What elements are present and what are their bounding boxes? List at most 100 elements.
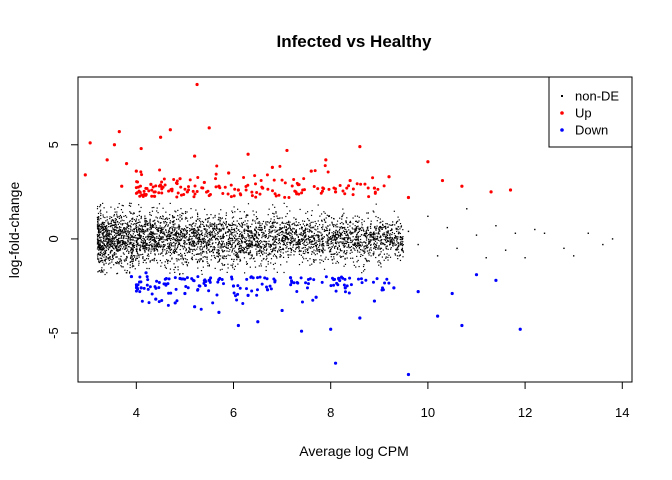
point-up [371, 176, 375, 180]
point-non-de [131, 220, 133, 223]
point-non-de [104, 251, 107, 253]
point-non-de [130, 242, 132, 245]
point-non-de [177, 266, 179, 268]
point-non-de [135, 250, 138, 252]
point-non-de [139, 225, 141, 227]
point-non-de [279, 256, 282, 258]
point-non-de [135, 226, 137, 228]
point-non-de [220, 237, 222, 240]
point-non-de [170, 243, 172, 245]
point-non-de [284, 238, 287, 240]
point-non-de [151, 243, 153, 245]
point-non-de [221, 228, 223, 230]
point-non-de [341, 218, 343, 220]
point-non-de [380, 242, 382, 244]
point-up [266, 187, 270, 191]
point-non-de [292, 227, 294, 229]
point-non-de [110, 220, 113, 222]
point-non-de [132, 244, 134, 246]
point-non-de [166, 249, 168, 252]
point-non-de [324, 230, 326, 232]
point-non-de [100, 231, 102, 233]
point-non-de [116, 248, 118, 250]
point-down [359, 277, 363, 281]
point-non-de [364, 268, 366, 271]
point-non-de [177, 232, 180, 234]
point-non-de [336, 234, 338, 236]
point-non-de [308, 242, 310, 244]
point-non-de [236, 242, 239, 244]
point-non-de [191, 228, 193, 230]
point-non-de [209, 222, 211, 224]
point-non-de [129, 243, 131, 245]
point-non-de [233, 206, 235, 208]
point-non-de [117, 237, 120, 240]
point-non-de [362, 265, 365, 268]
point-up [232, 194, 236, 198]
point-non-de [334, 247, 336, 249]
point-non-de [129, 225, 131, 227]
point-down [290, 279, 294, 283]
point-non-de [280, 240, 282, 242]
point-non-de [385, 246, 387, 248]
point-non-de [155, 241, 157, 243]
point-non-de [370, 232, 372, 234]
point-non-de [342, 255, 344, 257]
y-tick-label: 0 [46, 235, 61, 242]
point-non-de [373, 226, 376, 228]
point-non-de [118, 249, 120, 251]
point-non-de [350, 232, 352, 234]
point-non-de [125, 258, 127, 260]
point-non-de [111, 241, 113, 244]
point-non-de [153, 250, 155, 252]
point-non-de [378, 254, 380, 256]
point-non-de [199, 239, 201, 241]
point-non-de [322, 243, 325, 245]
point-non-de [188, 239, 191, 241]
point-down [173, 301, 177, 305]
point-up [348, 178, 352, 183]
point-non-de [376, 236, 379, 238]
point-non-de [199, 259, 201, 261]
point-non-de [395, 235, 397, 238]
point-non-de [231, 251, 233, 253]
point-non-de [144, 251, 146, 253]
point-non-de [149, 236, 152, 238]
point-non-de [114, 240, 116, 242]
point-non-de [118, 227, 120, 229]
point-non-de [239, 245, 241, 247]
point-non-de [185, 258, 187, 260]
point-non-de [118, 229, 120, 231]
point-non-de [152, 245, 154, 247]
point-non-de [396, 228, 398, 230]
point-non-de [103, 240, 105, 242]
point-non-de [338, 244, 340, 246]
point-non-de [256, 251, 258, 253]
point-non-de [118, 234, 120, 237]
point-non-de [358, 243, 360, 245]
point-non-de [239, 250, 241, 252]
point-non-de [164, 244, 166, 247]
point-non-de [285, 235, 287, 237]
point-non-de [290, 248, 292, 250]
point-non-de [150, 232, 152, 234]
point-non-de [302, 223, 304, 225]
point-non-de [116, 261, 118, 263]
point-non-de [188, 243, 190, 246]
point-non-de [111, 261, 113, 263]
point-non-de [261, 246, 263, 248]
point-non-de [233, 229, 236, 231]
point-non-de [222, 225, 224, 227]
point-non-de [298, 246, 301, 248]
point-non-de [192, 222, 194, 225]
point-down [154, 297, 158, 301]
point-non-de [256, 218, 258, 220]
point-non-de [344, 238, 346, 240]
point-non-de [129, 231, 131, 233]
point-non-de [118, 222, 120, 224]
point-non-de [276, 233, 278, 236]
point-non-de [116, 227, 119, 229]
point-non-de [106, 241, 108, 243]
point-non-de [109, 262, 111, 264]
point-non-de [224, 255, 226, 258]
